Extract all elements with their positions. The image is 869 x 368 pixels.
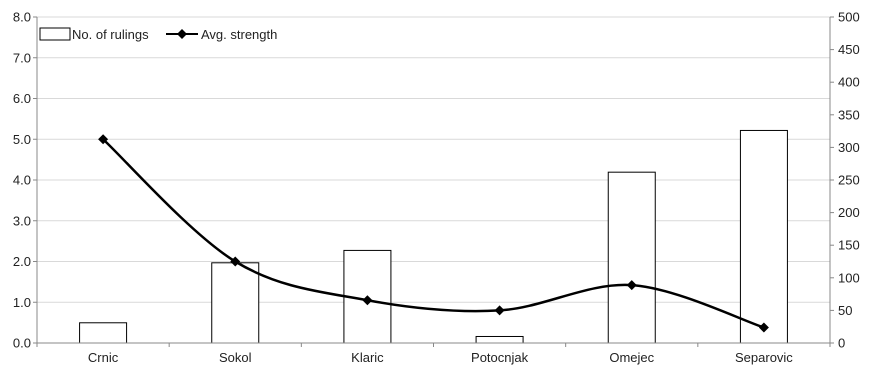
- x-tick-label: Omejec: [609, 350, 654, 365]
- bar-potocnjak: [475, 335, 524, 344]
- right-tick-label: 400: [838, 75, 860, 90]
- legend-bar-swatch: [39, 27, 71, 41]
- gridlines: [37, 16, 830, 303]
- bar-separovic: [739, 129, 788, 344]
- right-tick-label: 150: [838, 238, 860, 253]
- marker-potocnjak: [494, 305, 505, 316]
- left-tick-label: 2.0: [13, 254, 31, 269]
- left-tick-label: 5.0: [13, 132, 31, 147]
- legend: No. of rulings Avg. strength: [39, 27, 277, 42]
- left-tick-label: 7.0: [13, 50, 31, 65]
- bar-sokol: [211, 262, 260, 344]
- right-tick-label: 500: [838, 10, 860, 25]
- legend-label-rulings: No. of rulings: [72, 27, 149, 42]
- right-tick-label: 450: [838, 42, 860, 57]
- avg-strength-line: [102, 138, 765, 329]
- axes: 0.0 1.0 2.0 3.0 4.0 5.0 6.0 7.0 8.0 0 50 100 150 200 2…: [13, 10, 860, 366]
- x-tick-label: Potocnjak: [471, 350, 529, 365]
- marker-separovic: [758, 322, 769, 333]
- bar-omejec: [607, 171, 656, 344]
- right-tick-label: 50: [838, 303, 852, 318]
- legend-marker: [177, 29, 187, 39]
- legend-label-strength: Avg. strength: [201, 27, 277, 42]
- x-tick-label: Crnic: [88, 350, 119, 365]
- x-tick-label: Sokol: [219, 350, 252, 365]
- right-tick-label: 250: [838, 173, 860, 188]
- line-series: [98, 134, 769, 333]
- x-tick-label: Separovic: [735, 350, 793, 365]
- left-tick-label: 3.0: [13, 213, 31, 228]
- marker-crnic: [98, 134, 109, 145]
- marker-omejec: [626, 280, 637, 291]
- left-tick-label: 0.0: [13, 336, 31, 351]
- left-tick-label: 6.0: [13, 91, 31, 106]
- left-tick-label: 1.0: [13, 295, 31, 310]
- bar-series: [79, 129, 788, 344]
- left-tick-label: 4.0: [13, 173, 31, 188]
- x-tick-label: Klaric: [351, 350, 384, 365]
- marker-sokol: [230, 256, 241, 267]
- right-tick-label: 200: [838, 205, 860, 220]
- right-tick-label: 0: [838, 336, 845, 351]
- right-tick-label: 350: [838, 107, 860, 122]
- left-tick-label: 8.0: [13, 10, 31, 25]
- right-tick-label: 300: [838, 140, 860, 155]
- bar-crnic: [79, 322, 128, 344]
- right-tick-label: 100: [838, 270, 860, 285]
- marker-klaric: [362, 295, 373, 306]
